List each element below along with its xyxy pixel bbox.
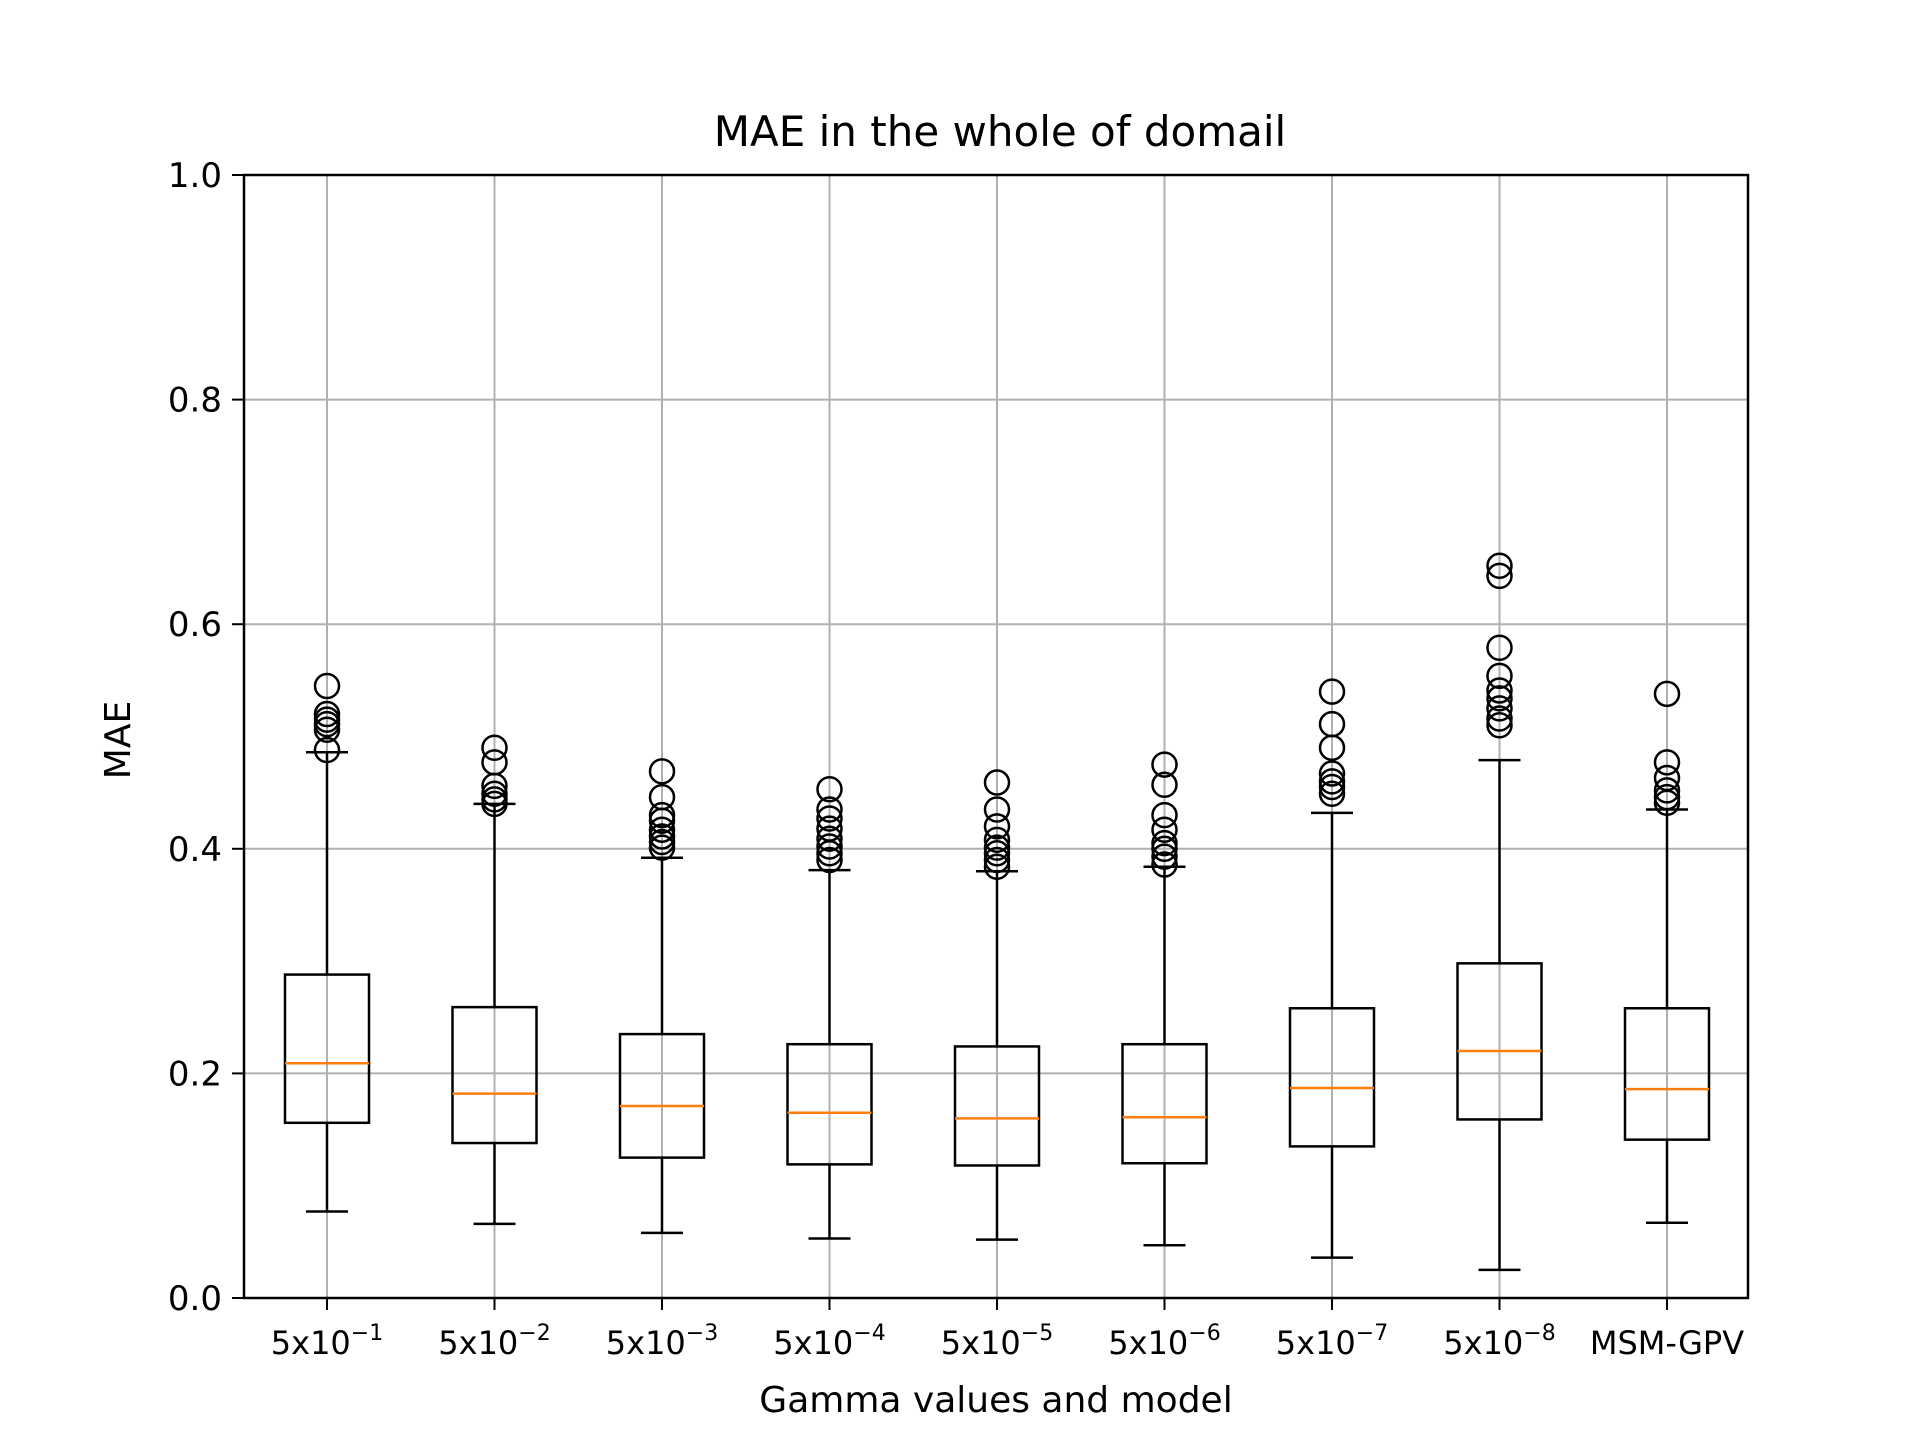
iqr-box: [1121, 1042, 1208, 1165]
outlier-point: [1151, 771, 1178, 799]
outlier-point: [816, 833, 843, 860]
box-group: [451, 734, 538, 1226]
outlier-point: [1653, 783, 1681, 811]
outlier-point: [1318, 780, 1346, 808]
outlier-point: [1486, 634, 1513, 662]
outlier-point: [481, 734, 508, 761]
y-tick-label: 0.8: [168, 381, 222, 421]
outlier-point: [1318, 768, 1346, 795]
outlier-point: [983, 769, 1011, 796]
outlier-point: [1486, 695, 1513, 722]
box-group: [283, 672, 371, 1213]
iqr-box: [618, 1032, 706, 1159]
y-tick-label: 1.0: [168, 156, 222, 196]
outlier-point: [983, 853, 1011, 881]
iqr-box: [1623, 1007, 1711, 1141]
outlier-point: [1486, 685, 1513, 712]
outlier-point: [1653, 680, 1681, 708]
iqr-box: [1456, 962, 1543, 1121]
box-group: [1288, 678, 1376, 1259]
outlier-point: [983, 813, 1011, 840]
outlier-point: [1151, 816, 1178, 843]
outlier-point: [648, 823, 676, 850]
outlier-point: [1318, 710, 1346, 738]
outlier-point: [816, 776, 843, 803]
y-tick-label: 0.6: [168, 605, 222, 645]
box-group: [1623, 680, 1711, 1225]
outlier-point: [1486, 562, 1513, 590]
outlier-point: [1486, 705, 1513, 732]
chart-title: MAE in the whole of domail: [714, 107, 1286, 156]
x-tick-label: 5x10−3: [606, 1321, 718, 1362]
iqr-box: [451, 1005, 538, 1145]
outlier-point: [648, 783, 676, 811]
outlier-point: [816, 825, 843, 852]
x-axis-label: Gamma values and model: [759, 1380, 1232, 1421]
outlier-point: [1151, 843, 1178, 870]
box-group: [618, 758, 706, 1235]
outlier-point: [983, 826, 1011, 854]
outlier-point: [983, 834, 1011, 861]
x-tick-label: 5x10−1: [271, 1321, 383, 1362]
outlier-point: [1486, 677, 1513, 704]
x-tick-label: 5x10−4: [773, 1321, 885, 1362]
outlier-point: [1318, 678, 1346, 705]
outlier-point: [1653, 777, 1681, 804]
outlier-point: [1486, 552, 1513, 580]
iqr-box: [283, 973, 371, 1125]
x-tick-label: 5x10−2: [438, 1321, 550, 1362]
x-tick-label: MSM-GPV: [1590, 1324, 1744, 1362]
x-tick-label: 5x10−6: [1108, 1321, 1220, 1362]
outlier-point: [1318, 760, 1346, 787]
iqr-box: [786, 1042, 873, 1166]
iqr-box: [953, 1045, 1041, 1167]
x-tick-label: 5x10−8: [1443, 1321, 1555, 1362]
box-group: [953, 769, 1041, 1241]
outlier-point: [816, 805, 843, 832]
x-tick-label: 5x10−7: [1276, 1321, 1388, 1362]
outlier-point: [1486, 662, 1513, 690]
outlier-point: [648, 758, 676, 785]
outlier-point: [1653, 764, 1681, 792]
y-tick-label: 0.2: [168, 1054, 222, 1094]
outlier-point: [313, 736, 341, 764]
axis-ticks: 0.0 0.2 0.4 0.6 0.8 1.0 5x10−1 5x10−2 5x10−3 5x10…: [168, 156, 1744, 1362]
outlier-point: [1151, 751, 1178, 778]
box-group: [786, 776, 873, 1240]
y-tick-label: 0.4: [168, 830, 222, 870]
outlier-point: [1151, 829, 1178, 857]
x-tick-label: 5x10−5: [941, 1321, 1053, 1362]
outlier-point: [648, 816, 676, 843]
outlier-point: [1151, 851, 1178, 878]
outlier-point: [481, 749, 508, 776]
outlier-point: [816, 846, 843, 874]
outlier-point: [816, 796, 843, 823]
outlier-point: [1653, 749, 1681, 776]
boxes: [283, 552, 1711, 1272]
y-axis-label: MAE: [98, 701, 139, 779]
outlier-point: [1486, 712, 1513, 739]
outlier-point: [816, 815, 843, 842]
outlier-point: [313, 700, 341, 728]
outlier-point: [983, 846, 1011, 874]
y-tick-label: 0.0: [168, 1279, 222, 1319]
box-group: [1121, 751, 1208, 1247]
outlier-point: [313, 672, 341, 700]
box-group: [1456, 552, 1543, 1272]
outlier-point: [1151, 801, 1178, 829]
iqr-box: [1288, 1007, 1376, 1148]
outlier-point: [983, 796, 1011, 823]
outlier-point: [648, 801, 676, 829]
outlier-point: [481, 780, 508, 808]
